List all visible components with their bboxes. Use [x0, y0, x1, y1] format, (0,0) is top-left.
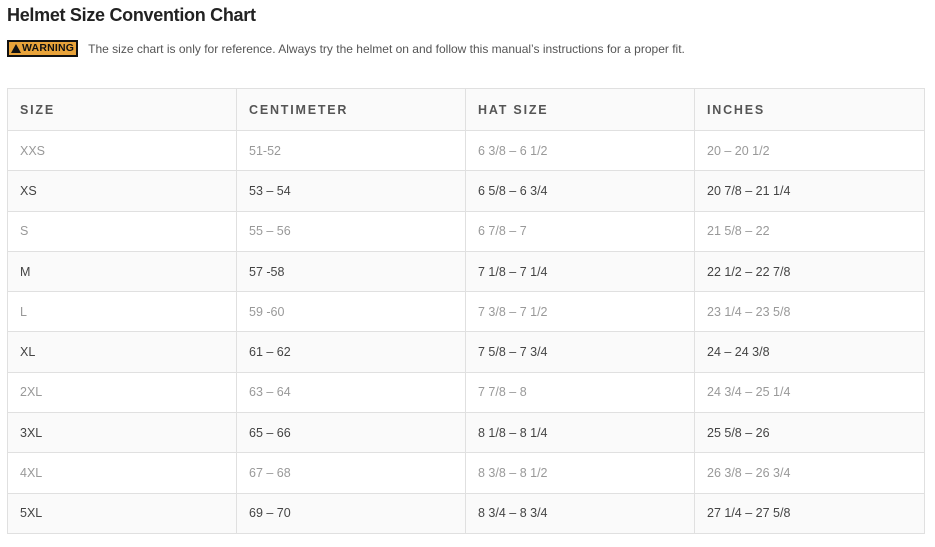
cell-hat-size: 6 5/8 – 6 3/4 — [465, 170, 695, 212]
cell-inches: 21 5/8 – 22 — [694, 210, 925, 252]
cell-hat-size: 7 1/8 – 7 1/4 — [465, 250, 695, 293]
cell-centimeter: 53 – 54 — [236, 170, 466, 212]
cell-centimeter: 65 – 66 — [236, 412, 466, 454]
cell-inches: 24 3/4 – 25 1/4 — [694, 371, 925, 414]
cell-hat-size: 7 5/8 – 7 3/4 — [465, 331, 695, 373]
cell-centimeter: 61 – 62 — [236, 331, 466, 373]
table-row: M 57 -58 7 1/8 – 7 1/4 22 1/2 – 22 7/8 — [7, 250, 925, 293]
cell-size: XL — [7, 331, 237, 373]
cell-size: 3XL — [7, 412, 237, 454]
header-inches: INCHES — [694, 88, 925, 131]
cell-size: 4XL — [7, 452, 237, 494]
cell-inches: 24 – 24 3/8 — [694, 331, 925, 373]
cell-centimeter: 69 – 70 — [236, 492, 466, 534]
warning-text: The size chart is only for reference. Al… — [88, 41, 685, 56]
cell-centimeter: 51-52 — [236, 129, 466, 172]
warning-badge-label: WARNING — [22, 42, 75, 54]
table-row: L 59 -60 7 3/8 – 7 1/2 23 1/4 – 23 5/8 — [7, 291, 925, 333]
cell-size: L — [7, 291, 237, 333]
cell-inches: 22 1/2 – 22 7/8 — [694, 250, 925, 293]
cell-centimeter: 55 – 56 — [236, 210, 466, 252]
cell-centimeter: 59 -60 — [236, 291, 466, 333]
table-row: XXS 51-52 6 3/8 – 6 1/2 20 – 20 1/2 — [7, 129, 925, 172]
cell-inches: 27 1/4 – 27 5/8 — [694, 492, 925, 534]
table-row: 5XL 69 – 70 8 3/4 – 8 3/4 27 1/4 – 27 5/8 — [7, 492, 925, 534]
header-size: SIZE — [7, 88, 237, 131]
cell-inches: 20 – 20 1/2 — [694, 129, 925, 172]
cell-size: 2XL — [7, 371, 237, 414]
cell-inches: 25 5/8 – 26 — [694, 412, 925, 454]
size-chart-table: SIZE CENTIMETER HAT SIZE INCHES XXS 51-52… — [7, 88, 925, 534]
header-hat-size: HAT SIZE — [465, 88, 695, 131]
warning-triangle-icon — [11, 44, 21, 53]
cell-size: S — [7, 210, 237, 252]
cell-hat-size: 7 3/8 – 7 1/2 — [465, 291, 695, 333]
table-row: S 55 – 56 6 7/8 – 7 21 5/8 – 22 — [7, 210, 925, 252]
cell-hat-size: 6 3/8 – 6 1/2 — [465, 129, 695, 172]
cell-hat-size: 8 3/8 – 8 1/2 — [465, 452, 695, 494]
table-row: XL 61 – 62 7 5/8 – 7 3/4 24 – 24 3/8 — [7, 331, 925, 373]
cell-inches: 20 7/8 – 21 1/4 — [694, 170, 925, 212]
cell-hat-size: 6 7/8 – 7 — [465, 210, 695, 252]
cell-size: XXS — [7, 129, 237, 172]
header-centimeter: CENTIMETER — [236, 88, 466, 131]
cell-centimeter: 57 -58 — [236, 250, 466, 293]
table-row: 4XL 67 – 68 8 3/8 – 8 1/2 26 3/8 – 26 3/4 — [7, 452, 925, 494]
cell-hat-size: 7 7/8 – 8 — [465, 371, 695, 414]
cell-centimeter: 67 – 68 — [236, 452, 466, 494]
cell-hat-size: 8 3/4 – 8 3/4 — [465, 492, 695, 534]
table-row: 2XL 63 – 64 7 7/8 – 8 24 3/4 – 25 1/4 — [7, 371, 925, 414]
cell-inches: 23 1/4 – 23 5/8 — [694, 291, 925, 333]
page-title: Helmet Size Convention Chart — [7, 5, 256, 25]
table-header-row: SIZE CENTIMETER HAT SIZE INCHES — [7, 88, 925, 131]
warning-notice: WARNING The size chart is only for refer… — [7, 40, 685, 57]
cell-size: XS — [7, 170, 237, 212]
warning-badge: WARNING — [7, 40, 79, 57]
cell-size: 5XL — [7, 492, 237, 534]
cell-inches: 26 3/8 – 26 3/4 — [694, 452, 925, 494]
cell-hat-size: 8 1/8 – 8 1/4 — [465, 412, 695, 454]
table-row: 3XL 65 – 66 8 1/8 – 8 1/4 25 5/8 – 26 — [7, 412, 925, 454]
table-row: XS 53 – 54 6 5/8 – 6 3/4 20 7/8 – 21 1/4 — [7, 170, 925, 212]
cell-centimeter: 63 – 64 — [236, 371, 466, 414]
cell-size: M — [7, 250, 237, 293]
